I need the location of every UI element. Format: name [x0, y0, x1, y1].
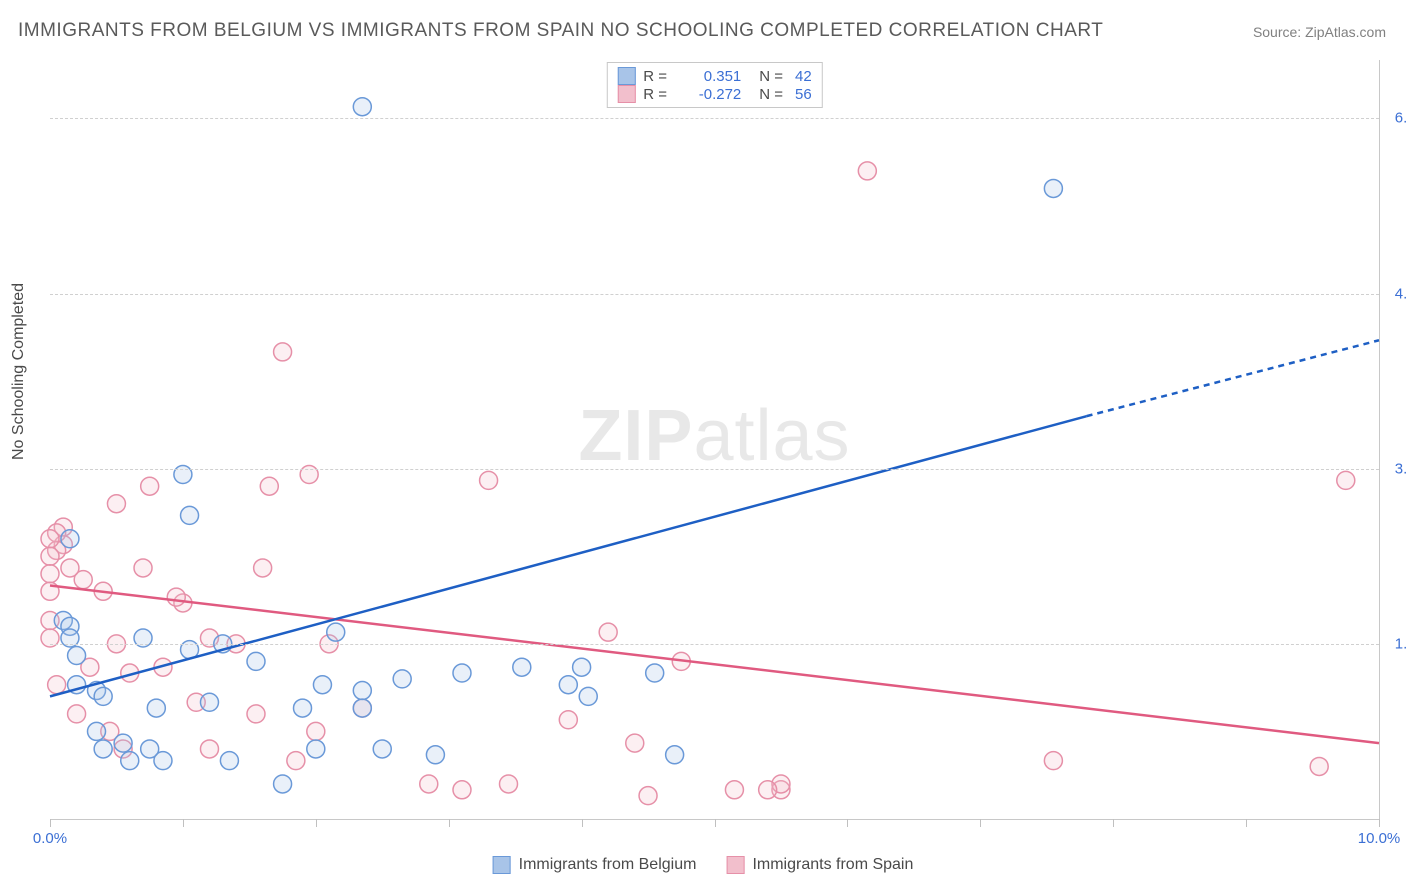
scatter-svg	[50, 60, 1379, 819]
data-point	[121, 752, 139, 770]
data-point	[559, 676, 577, 694]
data-point	[353, 98, 371, 116]
correlation-legend: R =0.351 N =42 R =-0.272 N =56	[606, 62, 822, 108]
series-legend: Immigrants from Belgium Immigrants from …	[493, 856, 914, 874]
data-point	[573, 658, 591, 676]
data-point	[274, 343, 292, 361]
data-point	[480, 471, 498, 489]
x-tick-label: 0.0%	[33, 830, 67, 847]
data-point	[260, 477, 278, 495]
data-point	[1310, 757, 1328, 775]
x-tick-label: 10.0%	[1358, 830, 1401, 847]
data-point	[147, 699, 165, 717]
legend-row-belgium: R =0.351 N =42	[617, 67, 811, 85]
data-point	[68, 705, 86, 723]
data-point	[134, 559, 152, 577]
data-point	[41, 547, 59, 565]
data-point	[579, 687, 597, 705]
data-point	[858, 162, 876, 180]
data-point	[759, 781, 777, 799]
data-point	[639, 787, 657, 805]
data-point	[200, 740, 218, 758]
trend-line-belgium-extrapolated	[1087, 340, 1379, 416]
data-point	[513, 658, 531, 676]
data-point	[247, 705, 265, 723]
data-point	[68, 647, 86, 665]
data-point	[373, 740, 391, 758]
data-point	[61, 559, 79, 577]
data-point	[287, 752, 305, 770]
data-point	[646, 664, 664, 682]
data-point	[41, 565, 59, 583]
data-point	[141, 477, 159, 495]
y-tick-label: 3.0%	[1384, 460, 1406, 477]
data-point	[559, 711, 577, 729]
data-point	[353, 699, 371, 717]
legend-swatch-spain	[617, 85, 635, 103]
y-tick-label: 6.0%	[1384, 110, 1406, 127]
y-axis-label: No Schooling Completed	[10, 283, 28, 460]
legend-label-belgium: Immigrants from Belgium	[519, 856, 697, 874]
data-point	[154, 752, 172, 770]
data-point	[666, 746, 684, 764]
data-point	[220, 752, 238, 770]
legend-item-belgium: Immigrants from Belgium	[493, 856, 697, 874]
data-point	[181, 506, 199, 524]
data-point	[626, 734, 644, 752]
data-point	[420, 775, 438, 793]
data-point	[1044, 752, 1062, 770]
data-point	[247, 652, 265, 670]
data-point	[725, 781, 743, 799]
data-point	[294, 699, 312, 717]
source-attribution: Source: ZipAtlas.com	[1253, 24, 1386, 40]
data-point	[453, 781, 471, 799]
data-point	[94, 740, 112, 758]
data-point	[1044, 179, 1062, 197]
data-point	[307, 740, 325, 758]
data-point	[327, 623, 345, 641]
data-point	[1337, 471, 1355, 489]
data-point	[307, 722, 325, 740]
trend-line-belgium	[50, 416, 1087, 696]
y-tick-label: 4.5%	[1384, 285, 1406, 302]
legend-swatch-belgium	[617, 67, 635, 85]
data-point	[41, 530, 59, 548]
chart-title: IMMIGRANTS FROM BELGIUM VS IMMIGRANTS FR…	[18, 20, 1103, 42]
plot-area: ZIPatlas R =0.351 N =42 R =-0.272 N =56 …	[50, 60, 1380, 820]
data-point	[453, 664, 471, 682]
legend-swatch-spain-icon	[726, 856, 744, 874]
legend-item-spain: Immigrants from Spain	[726, 856, 913, 874]
data-point	[254, 559, 272, 577]
data-point	[393, 670, 411, 688]
data-point	[274, 775, 292, 793]
data-point	[167, 588, 185, 606]
legend-row-spain: R =-0.272 N =56	[617, 85, 811, 103]
data-point	[313, 676, 331, 694]
data-point	[61, 530, 79, 548]
data-point	[107, 495, 125, 513]
legend-label-spain: Immigrants from Spain	[752, 856, 913, 874]
data-point	[88, 722, 106, 740]
data-point	[599, 623, 617, 641]
data-point	[200, 693, 218, 711]
data-point	[48, 676, 66, 694]
data-point	[94, 687, 112, 705]
data-point	[500, 775, 518, 793]
data-point	[353, 682, 371, 700]
y-tick-label: 1.5%	[1384, 635, 1406, 652]
legend-swatch-belgium-icon	[493, 856, 511, 874]
data-point	[426, 746, 444, 764]
data-point	[114, 734, 132, 752]
